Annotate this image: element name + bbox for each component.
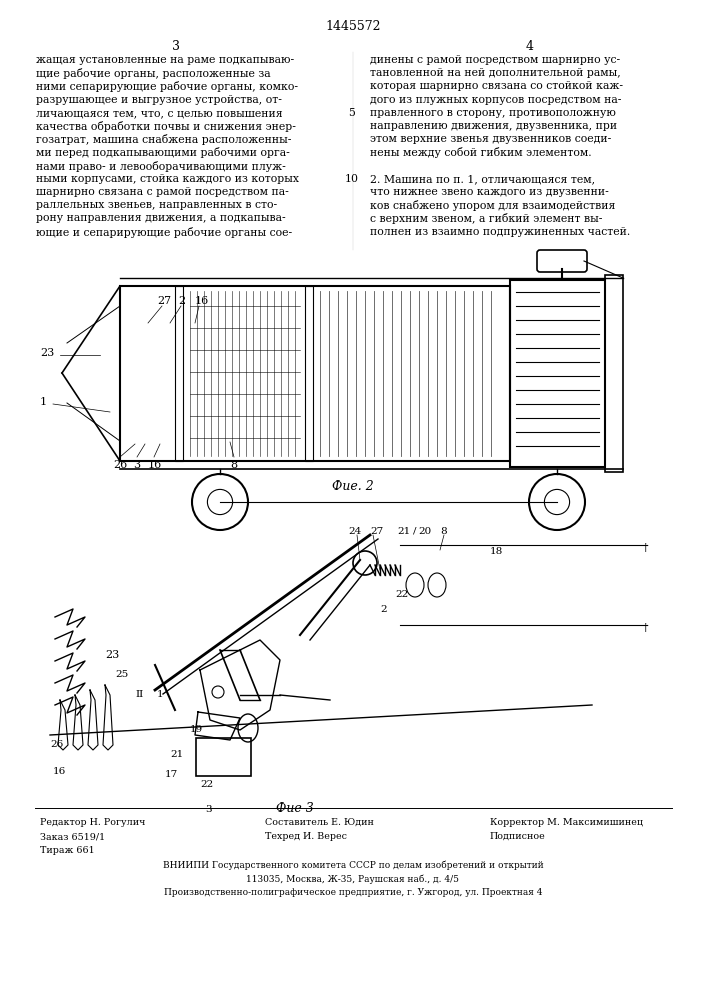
Text: рону направления движения, а подкапыва-: рону направления движения, а подкапыва- [36, 213, 286, 223]
Text: Заказ 6519/1: Заказ 6519/1 [40, 832, 105, 841]
Text: 1: 1 [157, 690, 163, 699]
Text: ними сепарирующие рабочие органы, комко-: ними сепарирующие рабочие органы, комко- [36, 81, 298, 92]
Text: раллельных звеньев, направленных в сто-: раллельных звеньев, направленных в сто- [36, 200, 277, 210]
Text: 22: 22 [395, 590, 408, 599]
Text: 16: 16 [148, 460, 162, 470]
Text: ВНИИПИ Государственного комитета СССР по делам изобретений и открытий: ВНИИПИ Государственного комитета СССР по… [163, 860, 544, 869]
Text: 8: 8 [230, 460, 237, 470]
Text: 20: 20 [418, 527, 431, 536]
Text: нены между собой гибким элементом.: нены между собой гибким элементом. [370, 147, 592, 158]
Text: этом верхние звенья двузвенников соеди-: этом верхние звенья двузвенников соеди- [370, 134, 612, 144]
Bar [120, 286, 510, 461]
Bar [175, 286, 183, 461]
Text: Фие 3: Фие 3 [276, 802, 314, 815]
Text: направлению движения, двузвенника, при: направлению движения, двузвенника, при [370, 121, 617, 131]
Text: дого из плужных корпусов посредством на-: дого из плужных корпусов посредством на- [370, 95, 621, 105]
Text: 16: 16 [53, 767, 66, 776]
FancyBboxPatch shape [537, 250, 587, 272]
Text: 3: 3 [205, 805, 211, 814]
Text: что нижнее звено каждого из двузвенни-: что нижнее звено каждого из двузвенни- [370, 187, 609, 197]
Text: щие рабочие органы, расположенные за: щие рабочие органы, расположенные за [36, 68, 271, 79]
Text: 26: 26 [113, 460, 127, 470]
Text: 19: 19 [190, 725, 203, 734]
Text: 2: 2 [178, 296, 185, 306]
Text: правленного в сторону, противоположную: правленного в сторону, противоположную [370, 108, 616, 118]
Text: Подписное: Подписное [490, 832, 546, 841]
Bar [196, 738, 251, 776]
Text: ными корпусами, стойка каждого из которых: ными корпусами, стойка каждого из которы… [36, 174, 299, 184]
Text: 24: 24 [348, 527, 361, 536]
Text: полнен из взаимно подпружиненных частей.: полнен из взаимно подпружиненных частей. [370, 227, 630, 237]
Text: 2: 2 [380, 605, 387, 614]
Text: II: II [135, 690, 144, 699]
Text: 5: 5 [349, 108, 356, 118]
Text: 23: 23 [105, 650, 119, 660]
Text: Техред И. Верес: Техред И. Верес [265, 832, 347, 841]
Text: с верхним звеном, а гибкий элемент вы-: с верхним звеном, а гибкий элемент вы- [370, 213, 602, 224]
Text: 25: 25 [115, 670, 128, 679]
Text: Тираж 661: Тираж 661 [40, 846, 95, 855]
Text: 17: 17 [165, 770, 178, 779]
Text: жащая установленные на раме подкапываю-: жащая установленные на раме подкапываю- [36, 55, 294, 65]
Text: Корректор М. Максимишинец: Корректор М. Максимишинец [490, 818, 643, 827]
Text: 3: 3 [172, 40, 180, 53]
Text: †: † [642, 623, 648, 633]
Text: 27: 27 [370, 527, 383, 536]
Text: 22: 22 [200, 780, 214, 789]
Bar [510, 280, 605, 467]
Text: 1: 1 [40, 397, 47, 407]
Text: 27: 27 [157, 296, 171, 306]
Text: 10: 10 [345, 174, 359, 184]
Bar [605, 275, 623, 472]
Text: ков снабжено упором для взаимодействия: ков снабжено упором для взаимодействия [370, 200, 615, 211]
Text: шарнирно связана с рамой посредством па-: шарнирно связана с рамой посредством па- [36, 187, 288, 197]
Text: ми перед подкапывающими рабочими орга-: ми перед подкапывающими рабочими орга- [36, 147, 290, 158]
Text: 16: 16 [195, 296, 209, 306]
Text: 113035, Москва, Ж-35, Раушская наб., д. 4/5: 113035, Москва, Ж-35, Раушская наб., д. … [247, 874, 460, 884]
Text: 3: 3 [133, 460, 140, 470]
Text: 18: 18 [490, 547, 503, 556]
Text: тановленной на ней дополнительной рамы,: тановленной на ней дополнительной рамы, [370, 68, 621, 78]
Text: динены с рамой посредством шарнирно ус-: динены с рамой посредством шарнирно ус- [370, 55, 620, 65]
Text: качества обработки почвы и снижения энер-: качества обработки почвы и снижения энер… [36, 121, 296, 132]
Text: нами право- и левооборачивающими плуж-: нами право- и левооборачивающими плуж- [36, 161, 286, 172]
Text: Редактор Н. Рогулич: Редактор Н. Рогулич [40, 818, 146, 827]
Text: личающаяся тем, что, с целью повышения: личающаяся тем, что, с целью повышения [36, 108, 283, 118]
Text: Фие. 2: Фие. 2 [332, 480, 374, 493]
Text: ющие и сепарирующие рабочие органы сое-: ющие и сепарирующие рабочие органы сое- [36, 227, 292, 238]
Text: 26: 26 [50, 740, 63, 749]
Text: †: † [642, 543, 648, 553]
Text: 4: 4 [526, 40, 534, 53]
Text: гозатрат, машина снабжена расположенны-: гозатрат, машина снабжена расположенны- [36, 134, 291, 145]
Text: 21: 21 [397, 527, 410, 536]
Text: 23: 23 [40, 348, 54, 358]
Text: 21: 21 [170, 750, 183, 759]
Text: разрушающее и выгрузное устройства, от-: разрушающее и выгрузное устройства, от- [36, 95, 282, 105]
Text: 2. Машина по п. 1, отличающаяся тем,: 2. Машина по п. 1, отличающаяся тем, [370, 174, 595, 184]
Bar [305, 286, 313, 461]
Text: 8: 8 [440, 527, 447, 536]
Text: /: / [413, 527, 416, 536]
Text: которая шарнирно связана со стойкой каж-: которая шарнирно связана со стойкой каж- [370, 81, 623, 91]
Text: Составитель Е. Юдин: Составитель Е. Юдин [265, 818, 374, 827]
Text: 1445572: 1445572 [325, 20, 381, 33]
Text: Производственно-полиграфическое предприятие, г. Ужгород, ул. Проектная 4: Производственно-полиграфическое предприя… [164, 888, 542, 897]
